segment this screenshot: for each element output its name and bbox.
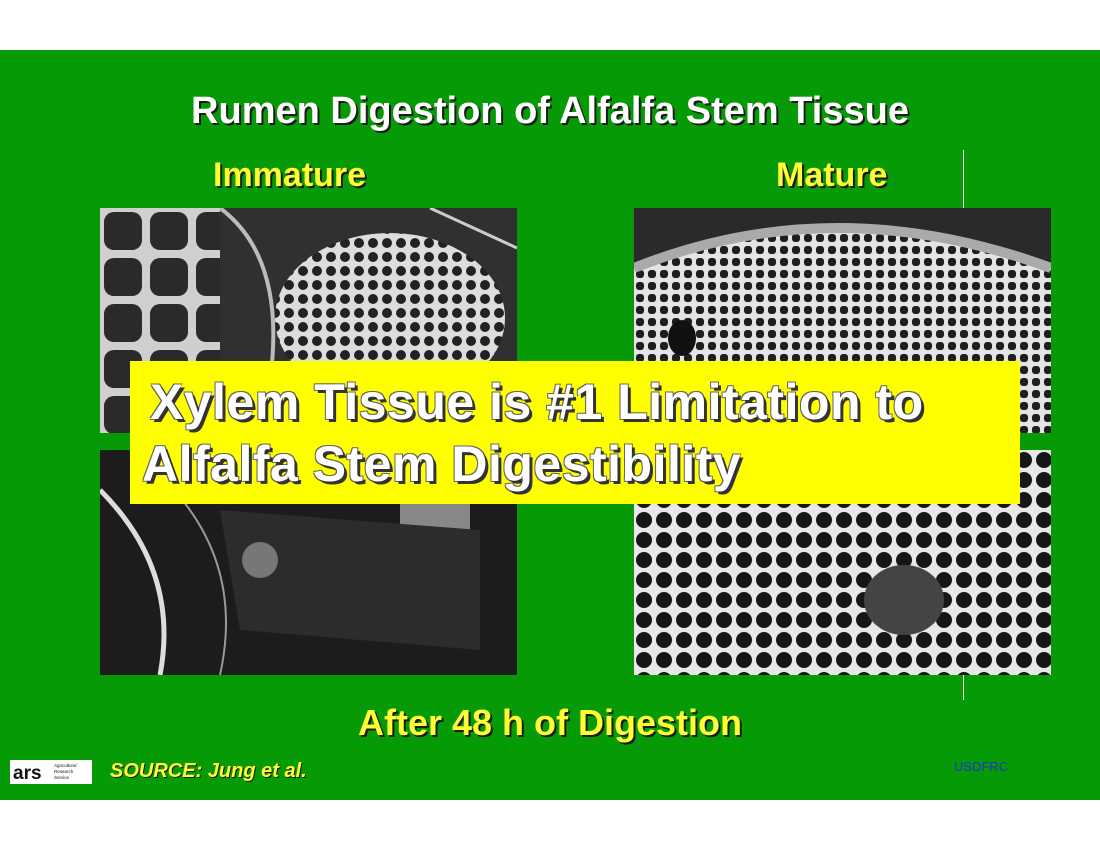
ars-logo: ars Agricultural Research Service [10,760,92,784]
svg-text:ars: ars [13,763,42,784]
label-mature: Mature [776,156,888,194]
caption: After 48 h of Digestion [357,702,743,743]
banner-line-2: Alfalfa Stem Digestibility [142,436,742,492]
label-immature: Immature [213,156,367,194]
svg-text:Research: Research [54,769,74,774]
slide-title: Rumen Digestion of Alfalfa Stem Tissue [191,90,909,132]
banner-text: Xylem Tissue is #1 Limitation to Alfalfa… [130,371,1020,495]
credit-label: USDFRC [954,759,1009,774]
slide: Rumen Digestion of Alfalfa Stem Tissue I… [0,50,1100,800]
svg-text:Service: Service [54,775,70,780]
svg-text:Agricultural: Agricultural [54,763,77,768]
source-citation: SOURCE: Jung et al. [110,760,307,782]
key-finding-banner: Xylem Tissue is #1 Limitation to Alfalfa… [130,361,1020,504]
banner-line-1: Xylem Tissue is #1 Limitation to [150,374,924,430]
